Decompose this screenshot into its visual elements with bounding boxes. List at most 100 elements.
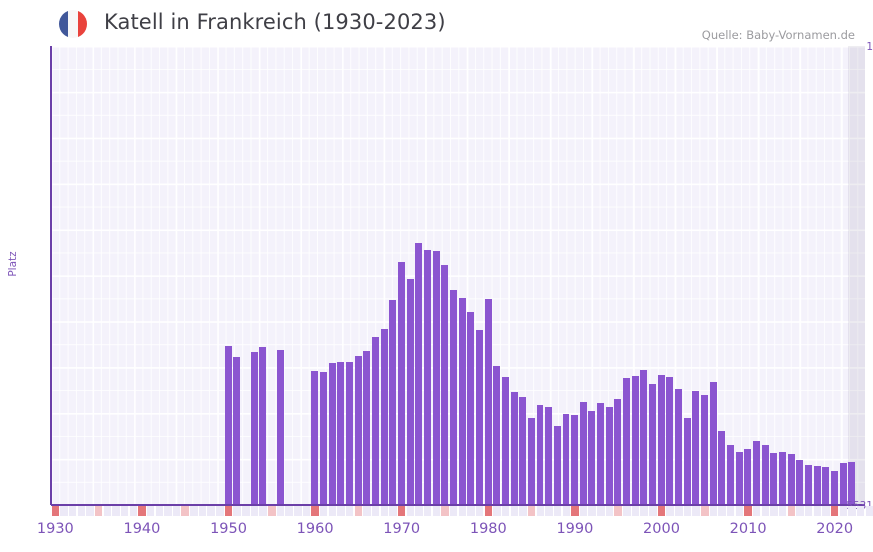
bar-1984 <box>519 397 527 505</box>
x-tick-1987 <box>545 506 553 516</box>
x-tick-1953 <box>250 506 259 516</box>
x-tick-1934 <box>86 506 94 516</box>
bar-2021 <box>839 463 847 505</box>
bar-1994 <box>605 407 613 505</box>
x-tick-2008 <box>727 506 735 516</box>
x-axis-label-1940: 1940 <box>123 521 161 537</box>
flag-stripe-blue <box>59 10 69 38</box>
x-axis-labels: 1930 1940 1950 1960 1970 1980 1990 2000 2010 2020 <box>0 521 873 545</box>
bar-1988 <box>553 426 561 505</box>
bar-1995 <box>614 399 622 505</box>
x-tick-1939 <box>129 506 137 516</box>
bar-2005 <box>701 395 709 505</box>
x-tick-2004 <box>692 506 700 516</box>
x-tick-1996 <box>623 506 631 516</box>
bar-2004 <box>692 391 700 505</box>
x-tick-1975 <box>441 506 449 516</box>
x-tick-2012 <box>761 506 770 516</box>
bar-1973 <box>423 250 431 505</box>
x-tick-1976 <box>449 506 458 516</box>
x-tick-1991 <box>579 506 588 516</box>
x-tick-1940 <box>138 506 146 516</box>
bar-1970 <box>397 262 405 505</box>
bar-1992 <box>588 411 596 505</box>
bar-1956 <box>276 350 284 505</box>
x-tick-1990 <box>571 506 579 516</box>
x-tick-1970 <box>397 506 406 516</box>
y-axis-line <box>50 46 52 505</box>
x-tick-1948 <box>207 506 215 516</box>
bar-1987 <box>545 407 553 505</box>
bar-1996 <box>623 378 631 505</box>
bar-1966 <box>363 351 371 505</box>
x-tick-1997 <box>631 506 640 516</box>
x-tick-1931 <box>60 506 68 516</box>
x-tick-2016 <box>796 506 804 516</box>
bar-1983 <box>510 392 518 505</box>
x-axis-label-2000: 2000 <box>643 521 680 537</box>
bar-1964 <box>346 362 353 505</box>
x-tick-1972 <box>415 506 423 516</box>
bar-2012 <box>761 445 769 505</box>
x-tick-2006 <box>709 506 718 516</box>
x-tick-1989 <box>562 506 570 516</box>
x-tick-1937 <box>112 506 120 516</box>
x-tick-2017 <box>804 506 813 516</box>
x-axis-label-1930: 1930 <box>36 521 74 537</box>
x-tick-1967 <box>372 506 380 516</box>
x-tick-1957 <box>285 506 293 516</box>
bar-2020 <box>830 471 838 505</box>
x-tick-1986 <box>536 506 544 516</box>
bar-2014 <box>779 452 786 505</box>
bar-2008 <box>727 445 734 505</box>
bar-2016 <box>796 460 804 505</box>
x-tick-1968 <box>380 506 389 516</box>
bar-1981 <box>493 366 501 505</box>
plot-area <box>51 46 865 505</box>
x-axis-label-2010: 2010 <box>729 521 767 537</box>
x-tick-1965 <box>354 506 363 516</box>
x-tick-1943 <box>164 506 172 516</box>
x-axis-label-1980: 1980 <box>469 521 507 537</box>
x-tick-1936 <box>103 506 111 516</box>
bar-1954 <box>259 347 267 505</box>
x-tick-1983 <box>510 506 518 516</box>
x-tick-1947 <box>198 506 207 516</box>
bar-1962 <box>328 363 336 505</box>
x-tick-1930 <box>51 506 60 516</box>
x-tick-1944 <box>172 506 181 516</box>
x-tick-2024 <box>865 506 873 516</box>
x-tick-1961 <box>320 506 328 516</box>
bar-2015 <box>787 454 795 505</box>
x-tick-1985 <box>527 506 536 516</box>
x-axis-label-2020: 2020 <box>816 521 854 537</box>
bar-1951 <box>233 357 241 505</box>
bar-1953 <box>250 352 258 505</box>
x-tick-1954 <box>259 506 267 516</box>
x-tick-2013 <box>770 506 778 516</box>
bar-1971 <box>406 279 414 505</box>
x-tick-1988 <box>553 506 562 516</box>
x-tick-1950 <box>224 506 233 516</box>
x-tick-1946 <box>190 506 198 516</box>
x-tick-1998 <box>640 506 648 516</box>
bar-1998 <box>640 370 648 505</box>
bar-1989 <box>562 414 570 505</box>
x-tick-2010 <box>744 506 752 516</box>
x-tick-1980 <box>484 506 493 516</box>
x-tick-1956 <box>276 506 285 516</box>
x-tick-1955 <box>268 506 276 516</box>
x-axis-label-1970: 1970 <box>383 521 421 537</box>
bar-1980 <box>484 299 492 505</box>
bar-2019 <box>822 467 830 505</box>
x-tick-1992 <box>588 506 596 516</box>
x-tick-1994 <box>605 506 614 516</box>
bar-1997 <box>631 376 639 505</box>
bar-1972 <box>415 243 423 505</box>
x-tick-1984 <box>519 506 527 516</box>
bar-2000 <box>657 375 665 505</box>
bar-2010 <box>744 449 752 505</box>
bar-2018 <box>813 466 821 505</box>
x-tick-1981 <box>493 506 501 516</box>
x-tick-2002 <box>675 506 683 516</box>
